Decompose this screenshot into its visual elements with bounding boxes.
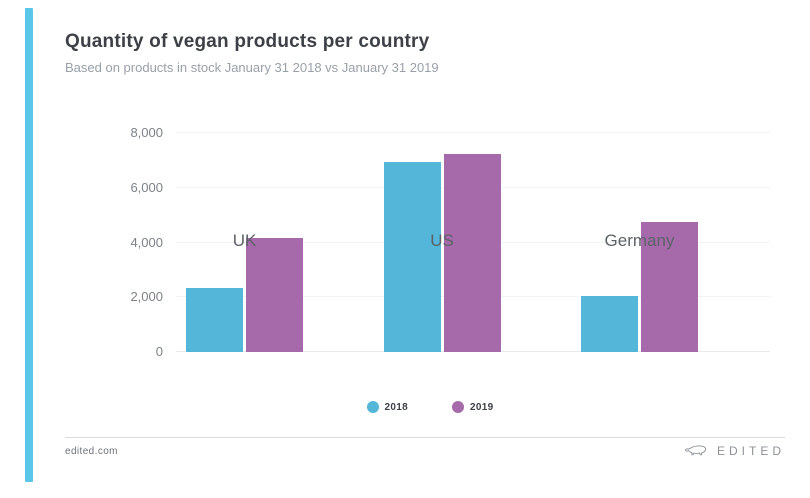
legend-item-2018: 2018 <box>366 401 408 413</box>
y-axis-tick-label: 2,000 <box>130 289 163 305</box>
bear-logo-icon <box>685 445 707 456</box>
chart-title: Quantity of vegan products per country <box>65 31 430 52</box>
legend-dot-icon <box>366 401 379 413</box>
gridline <box>176 132 770 133</box>
accent-bar <box>25 8 33 482</box>
chart-subtitle: Based on products in stock January 31 20… <box>65 60 439 75</box>
legend-label: 2019 <box>470 401 494 413</box>
legend-label: 2018 <box>384 401 408 413</box>
brand-wordmark: EDITED <box>716 443 785 458</box>
footer-divider <box>65 437 785 438</box>
legend-item-2019: 2019 <box>452 401 493 413</box>
y-axis-tick-label: 4,000 <box>130 234 163 250</box>
brand-logo: EDITED <box>684 443 785 458</box>
footer-site-link: edited.com <box>65 446 118 457</box>
bar-uk-2019 <box>246 238 303 352</box>
y-axis-tick-label: 6,000 <box>130 179 163 195</box>
y-axis: 0 2,000 4,000 6,000 8,000 <box>63 125 163 359</box>
plot-area <box>176 132 770 352</box>
bar-germany-2018 <box>581 295 638 352</box>
bar-germany-2019 <box>641 221 698 352</box>
bar-uk-2018 <box>186 287 243 352</box>
legend: 2018 2019 <box>50 401 810 413</box>
x-axis-category-label: UK <box>232 231 257 250</box>
bar-us-2018 <box>383 161 441 352</box>
bar-us-2019 <box>443 153 501 352</box>
x-axis-category-label: US <box>430 231 454 250</box>
legend-dot-icon <box>452 401 464 413</box>
x-axis-category-label: Germany <box>604 231 675 250</box>
y-axis-tick-label: 0 <box>155 344 163 359</box>
y-axis-tick-label: 8,000 <box>130 125 163 140</box>
